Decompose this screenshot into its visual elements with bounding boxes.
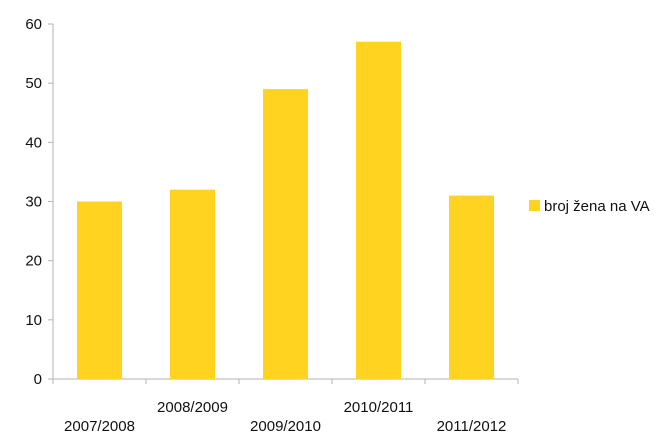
y-tick-label: 20	[25, 253, 42, 270]
x-tick-label: 2009/2010	[250, 418, 321, 435]
legend-swatch	[529, 200, 540, 211]
y-tick-label: 50	[25, 75, 42, 92]
bar-3	[263, 89, 308, 379]
bar-2	[170, 189, 215, 379]
bar-5	[449, 195, 494, 379]
bar-1	[77, 201, 122, 379]
x-tick-label: 2011/2012	[437, 418, 507, 435]
bars	[77, 41, 494, 379]
y-tick-label: 60	[25, 16, 42, 33]
legend: broj žena na VA	[529, 198, 650, 215]
y-tick-label: 0	[34, 371, 42, 388]
y-axis-ticks: 0 10 20 30 40 50 60	[25, 16, 53, 388]
x-tick-label: 2010/2011	[344, 399, 414, 416]
x-tick-label: 2008/2009	[157, 399, 228, 416]
x-axis-labels: 2007/2008 2008/2009 2009/2010 2010/2011 2011…	[64, 399, 506, 435]
bar-4	[356, 41, 401, 379]
y-tick-label: 40	[25, 134, 42, 151]
x-tick-label: 2007/2008	[64, 418, 135, 435]
y-tick-label: 10	[25, 312, 42, 329]
legend-label-series-1: broj žena na VA	[544, 198, 650, 215]
y-tick-label: 30	[25, 194, 42, 211]
